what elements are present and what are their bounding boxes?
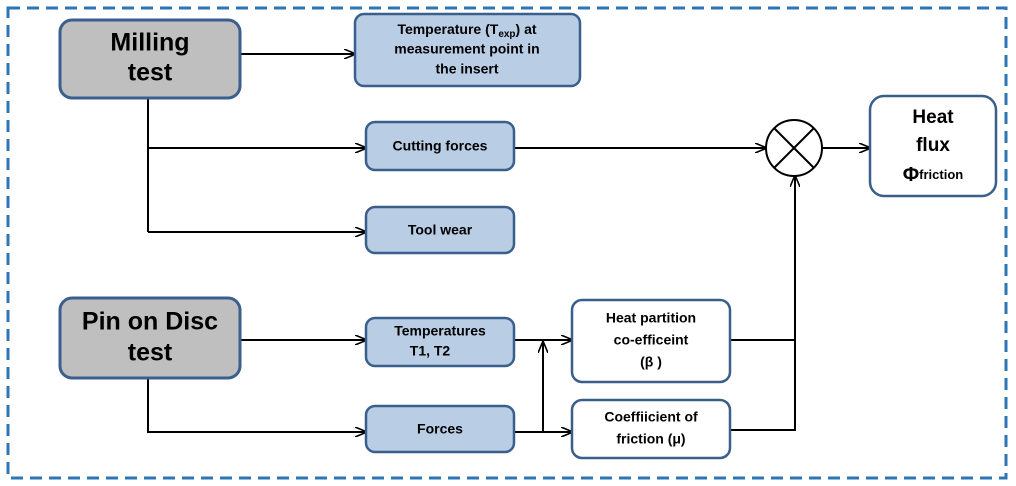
label: Coeffiicient of: [604, 409, 698, 425]
pin-on-disc-test: Pin on Disc test: [58, 296, 242, 380]
label: ) at: [516, 21, 537, 37]
cutting-forces: Cutting forces: [364, 120, 516, 172]
milling-test: Milling test: [58, 18, 242, 100]
temperature-node: Temperature (Texp) at measurement point …: [353, 12, 582, 88]
label: friction (μ): [616, 431, 685, 447]
label: Heat: [912, 107, 954, 128]
coefficient-of-friction: Coeffiicient of friction (μ): [570, 398, 732, 460]
label: Temperature (Texp) at: [397, 21, 536, 40]
label: Heat partition: [606, 310, 696, 326]
label: Φfriction: [903, 164, 964, 186]
heat-partition: Heat partition co-efficeint (β ): [570, 298, 732, 384]
forces: Forces: [364, 404, 516, 454]
label: Temperatures: [394, 323, 486, 339]
temperatures: Temperatures T1, T2: [364, 316, 516, 368]
label: T1, T2: [410, 343, 451, 359]
symbol: Φ: [903, 164, 919, 186]
label: Milling: [110, 29, 189, 57]
label: test: [128, 59, 173, 87]
label: co-efficeint: [614, 332, 689, 348]
label: the insert: [435, 61, 498, 77]
subscript: friction: [919, 167, 963, 182]
label: measurement point in: [394, 41, 539, 57]
label: test: [128, 339, 173, 367]
label: Tool wear: [408, 222, 473, 238]
label: Temperature (T: [397, 21, 498, 37]
label: Cutting forces: [393, 138, 488, 154]
tool-wear: Tool wear: [364, 205, 516, 255]
label: (β ): [640, 354, 662, 370]
frame: [6, 6, 1008, 480]
label: Pin on Disc: [82, 308, 218, 336]
subscript: exp: [498, 29, 515, 40]
heat-flux: Heat flux Φfriction: [868, 94, 998, 198]
label: Forces: [417, 421, 463, 437]
connectors: [147, 54, 870, 432]
label: flux: [916, 135, 950, 156]
